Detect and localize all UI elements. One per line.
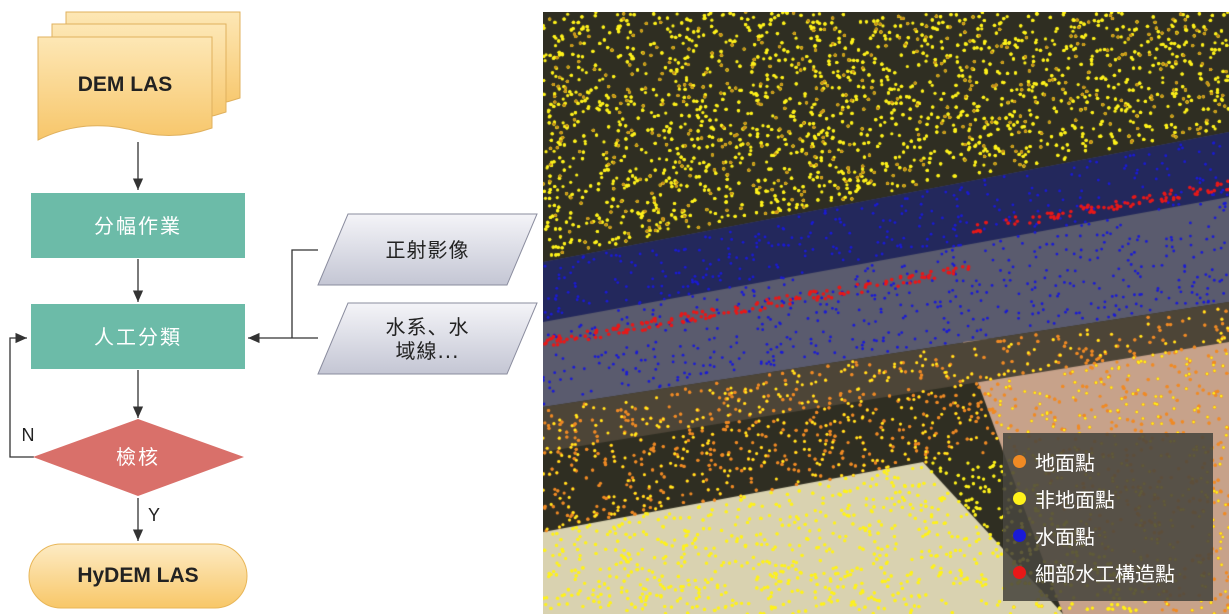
legend-item-non-ground: 非地面點 — [1013, 480, 1203, 517]
input-document-stack — [37, 11, 241, 141]
output-label: HyDEM LAS — [77, 564, 199, 588]
process-box-1 — [31, 193, 245, 258]
legend-dot-non-ground — [1013, 492, 1026, 505]
connector-data-in1 — [291, 249, 318, 338]
step1-label: 分幅作業 — [94, 213, 182, 238]
data-shape-2 — [317, 302, 538, 375]
legend-label-water: 水面點 — [1035, 525, 1095, 549]
decision-label: 檢核 — [116, 445, 160, 469]
legend-dot-structure — [1013, 566, 1026, 579]
legend: 地面點 非地面點 水面點 細部水工構造點 — [1003, 433, 1213, 601]
legend-dot-water — [1013, 529, 1026, 542]
data-shape-1 — [317, 213, 538, 286]
input-label: DEM LAS — [77, 73, 173, 97]
point-cloud-image: 地面點 非地面點 水面點 細部水工構造點 — [543, 12, 1229, 614]
legend-item-water: 水面點 — [1013, 517, 1203, 554]
flowchart — [9, 11, 538, 609]
legend-item-structure: 細部水工構造點 — [1013, 554, 1203, 591]
no-branch-label: N — [21, 425, 35, 446]
data-in2-label: 水系、水 域線... — [385, 314, 470, 363]
legend-dot-ground — [1013, 455, 1026, 468]
legend-label-ground: 地面點 — [1035, 451, 1095, 475]
legend-label-non-ground: 非地面點 — [1035, 488, 1115, 512]
yes-branch-label: Y — [147, 505, 160, 526]
arrow-no-loop — [9, 332, 34, 458]
decision-diamond — [33, 419, 244, 496]
legend-label-structure: 細部水工構造點 — [1035, 562, 1175, 586]
legend-item-ground: 地面點 — [1013, 443, 1203, 480]
output-terminator — [28, 543, 248, 609]
step2-label: 人工分類 — [94, 324, 182, 349]
process-box-2 — [31, 304, 245, 369]
data-in1-label: 正射影像 — [385, 237, 470, 262]
